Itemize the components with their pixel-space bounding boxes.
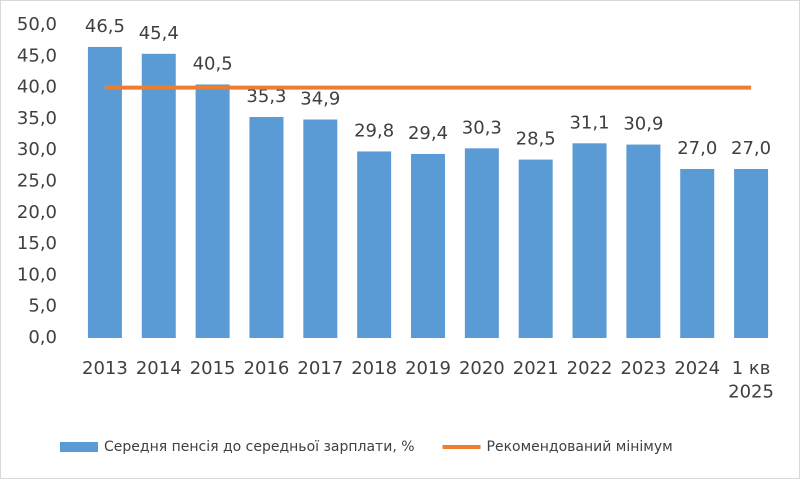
y-tick-label: 20,0 xyxy=(17,202,57,223)
data-label: 30,3 xyxy=(462,117,502,138)
x-tick-label: 1 кв 2025 xyxy=(728,358,774,402)
y-tick-label: 25,0 xyxy=(17,171,57,192)
x-tick-label: 2015 xyxy=(190,358,236,379)
x-tick-label: 2018 xyxy=(351,358,397,379)
data-label: 31,1 xyxy=(569,112,609,133)
x-tick-label: 2019 xyxy=(405,358,451,379)
bar xyxy=(141,53,176,339)
x-tick-label: 2017 xyxy=(297,358,343,379)
bar xyxy=(626,144,661,338)
y-tick-label: 50,0 xyxy=(17,14,57,35)
legend-swatch xyxy=(60,442,98,452)
y-tick-label: 15,0 xyxy=(17,233,57,254)
x-tick-label: 2014 xyxy=(136,358,182,379)
y-tick-label: 35,0 xyxy=(17,108,57,129)
x-tick-label: 2013 xyxy=(82,358,128,379)
x-tick-label: 2022 xyxy=(567,358,613,379)
bar xyxy=(303,119,338,338)
bar xyxy=(518,159,553,338)
bar xyxy=(87,46,122,338)
y-tick-label: 30,0 xyxy=(17,139,57,160)
data-label: 29,4 xyxy=(408,123,448,144)
bar xyxy=(249,117,284,338)
data-label: 34,9 xyxy=(300,89,340,110)
bar xyxy=(464,148,499,338)
legend-label: Рекомендований мінімум xyxy=(487,439,673,455)
x-tick-label: 2021 xyxy=(513,358,559,379)
bar xyxy=(734,168,769,338)
bar xyxy=(195,84,230,338)
y-tick-label: 45,0 xyxy=(17,45,57,66)
y-tick-label: 40,0 xyxy=(17,77,57,98)
legend-label: Середня пенсія до середньої зарплати, % xyxy=(104,439,415,455)
y-tick-label: 5,0 xyxy=(28,296,57,317)
y-tick-label: 10,0 xyxy=(17,264,57,285)
bar xyxy=(572,143,607,338)
data-label: 30,9 xyxy=(623,114,663,135)
x-tick-label: 2020 xyxy=(459,358,505,379)
bar xyxy=(680,168,715,338)
data-label: 29,8 xyxy=(354,120,394,141)
bar xyxy=(411,153,445,338)
data-label: 28,5 xyxy=(516,129,556,150)
x-tick-label: 2023 xyxy=(620,358,666,379)
data-label: 46,5 xyxy=(85,16,125,37)
x-tick-label: 2016 xyxy=(244,358,290,379)
y-tick-label: 0,0 xyxy=(28,327,57,348)
bar xyxy=(357,151,392,338)
data-label: 45,4 xyxy=(139,23,179,44)
data-label: 35,3 xyxy=(246,86,286,107)
data-label: 40,5 xyxy=(193,53,233,74)
x-tick-label: 2024 xyxy=(674,358,720,379)
data-label: 27,0 xyxy=(731,138,771,159)
data-label: 27,0 xyxy=(677,138,717,159)
